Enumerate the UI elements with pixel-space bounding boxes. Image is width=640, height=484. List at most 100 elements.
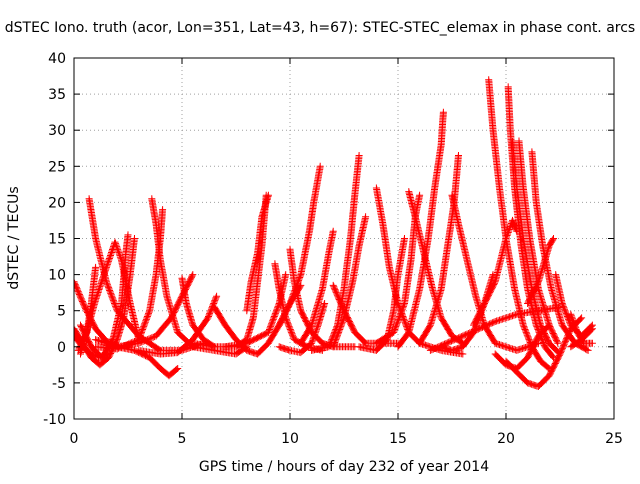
data-point [256,353,259,355]
data-point [79,324,82,326]
data-point [522,237,525,240]
data-point [451,349,453,352]
data-point [559,353,561,355]
data-point [138,338,140,341]
data-point [552,237,555,240]
data-point [90,346,93,348]
ticks: 0 5 10 15 20 25 -10 -5 0 5 10 15 20 25 30 35 40 [43,51,623,447]
data-point [418,342,421,344]
data-point [539,360,542,363]
data-point [261,216,263,218]
series-markers [355,235,408,354]
data-point [284,273,287,276]
y-tick-label: -5 [52,376,66,392]
data-point [289,349,291,352]
data-point [414,216,417,218]
data-point [105,266,108,269]
data-point [548,342,550,344]
series-arc-07 [77,238,143,358]
data-point [300,309,302,312]
data-point [88,197,90,200]
data-point [403,237,406,240]
data-point [274,262,276,265]
data-point [138,349,140,352]
data-point [516,187,518,189]
data-point [256,252,259,254]
data-point [267,194,270,196]
data-point [408,190,410,193]
data-point [440,317,443,319]
data-point [433,187,436,189]
data-point [94,346,97,348]
data-point [576,331,579,334]
data-point [570,346,572,348]
data-point [557,342,559,344]
data-point [388,266,391,269]
data-point [580,317,583,319]
data-point [494,342,497,344]
data-point [354,346,356,348]
data-point [252,317,255,319]
data-point [494,320,497,323]
data-point [492,273,494,276]
data-point [300,342,302,344]
data-point [474,295,477,298]
data-point [278,324,281,326]
data-point [278,346,281,348]
data-point [159,367,162,370]
data-point [202,338,205,341]
data-point [554,273,557,276]
data-point [397,273,399,276]
data-point [591,342,594,344]
data-point [522,324,525,326]
data-point [446,244,449,247]
series-arc-16 [243,191,272,315]
data-point [505,364,507,366]
y-tick-label: 0 [57,340,66,356]
data-point [112,338,114,341]
y-tick-label: 20 [48,195,66,211]
x-tick-label: 20 [497,431,515,447]
data-point [166,295,168,298]
data-point [246,309,248,312]
x-tick-label: 5 [178,431,187,447]
data-point [267,331,270,334]
data-point [358,154,360,157]
data-point [176,351,179,354]
data-point [116,346,118,348]
series-arc-33 [437,271,497,354]
data-point [310,342,313,344]
data-point [101,356,103,359]
series-arc-23 [308,152,363,354]
data-point [375,349,378,352]
data-point [492,129,494,131]
data-point [582,342,585,344]
data-point [382,223,384,225]
data-point [358,346,360,348]
data-point [129,273,131,276]
data-point [176,331,179,334]
data-point [343,288,345,290]
data-point [133,349,136,352]
series-arc-11 [92,336,182,380]
series-arc-40 [528,148,592,354]
data-point [181,277,183,280]
data-point [133,237,136,240]
series-arc-43 [491,321,553,372]
data-point [235,338,237,341]
data-point [94,266,97,269]
data-point [159,259,162,261]
data-point [308,230,311,233]
data-point [535,201,538,204]
data-point [507,86,509,88]
data-point [278,288,281,290]
data-point [466,259,468,261]
data-point [418,194,421,196]
data-point [591,327,594,330]
data-point [105,281,108,283]
data-point [256,281,259,283]
data-point [120,259,123,261]
data-point [148,309,151,312]
data-point [300,273,302,276]
